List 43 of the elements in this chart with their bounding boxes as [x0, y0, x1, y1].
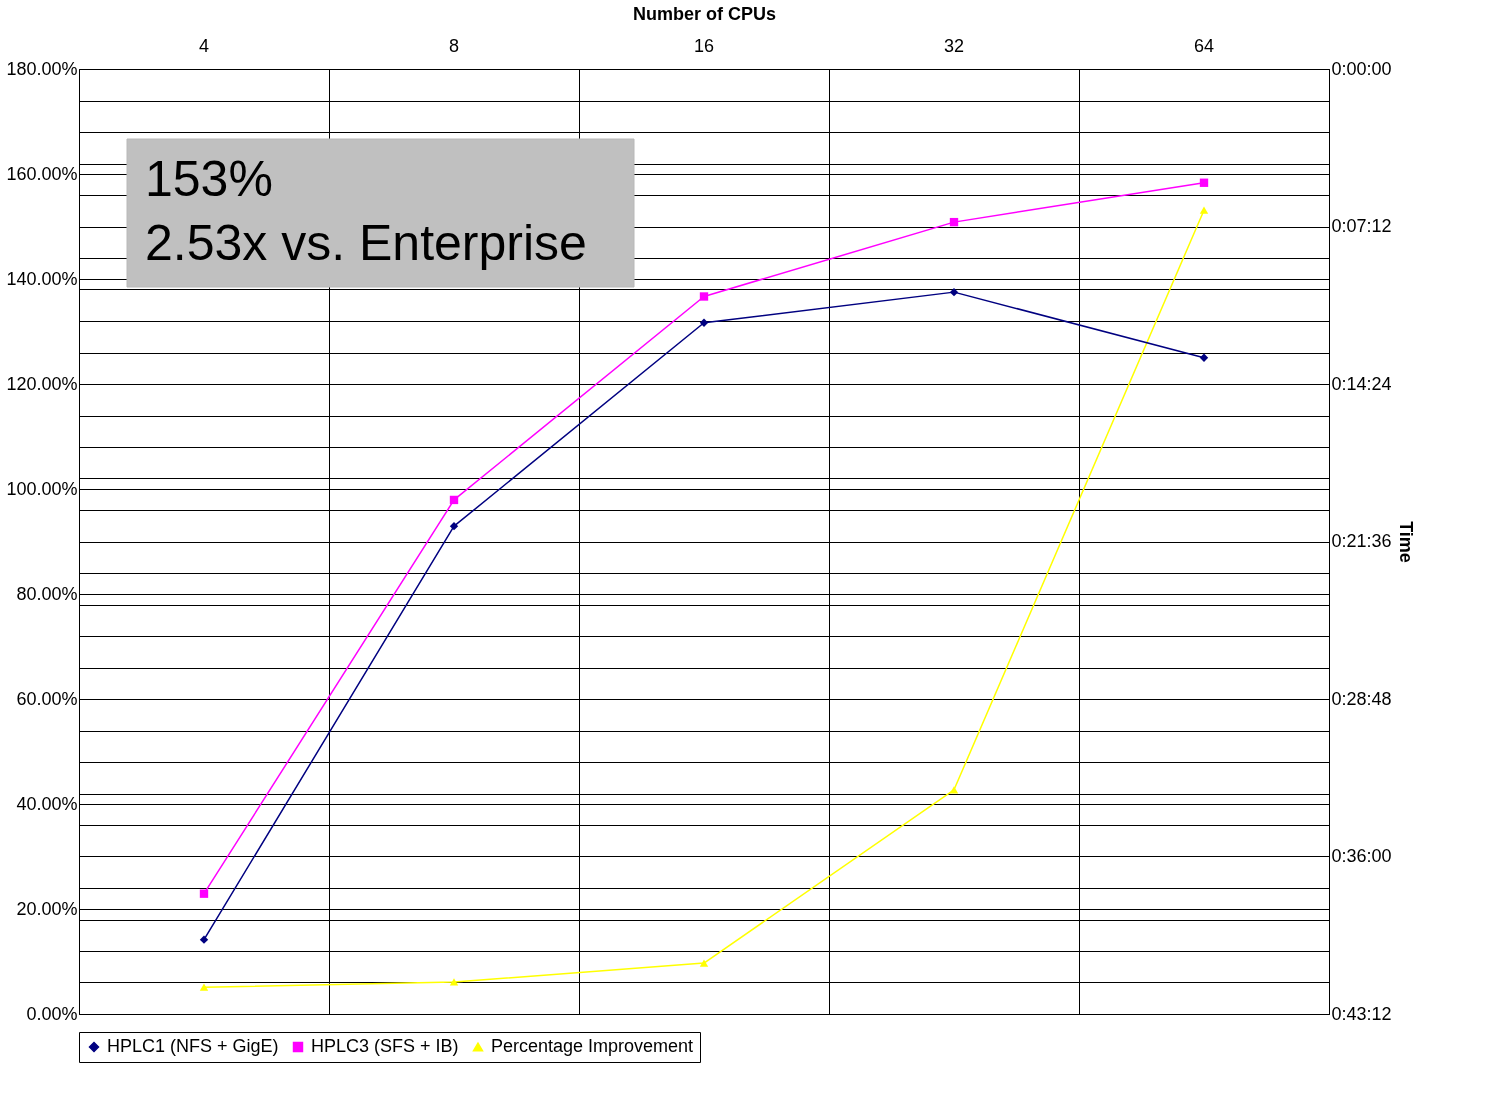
y2-tick-label: 0:21:36 — [1331, 531, 1392, 551]
y-tick-label: 0.00% — [26, 1003, 78, 1024]
y2-axis-title: Time — [1395, 521, 1416, 563]
point — [1199, 178, 1209, 187]
x-tick-label: 16 — [693, 35, 715, 56]
y-tick-label: 80.00% — [16, 583, 78, 604]
legend-label: HPLC3 (SFS + IB) — [311, 1036, 459, 1056]
point — [1199, 353, 1209, 362]
legend-label: Percentage Improvement — [491, 1036, 694, 1056]
point — [699, 959, 709, 967]
point — [199, 983, 209, 991]
point — [1199, 206, 1209, 214]
x-tick-label: 4 — [198, 35, 210, 56]
y2-tick-label: 0:00:00 — [1331, 58, 1392, 79]
y-tick-label: 60.00% — [16, 688, 78, 709]
y-tick-label: 20.00% — [16, 898, 78, 919]
point — [199, 935, 209, 944]
y-tick-label: 160.00% — [6, 163, 78, 184]
point — [199, 889, 209, 898]
x-tick-label: 64 — [1193, 35, 1215, 56]
annotation: 2.53x vs. Enterprise — [145, 215, 587, 271]
x-tick-label: 32 — [943, 35, 965, 56]
point — [949, 217, 959, 227]
point — [449, 495, 459, 505]
y-tick-label: 100.00% — [6, 478, 78, 499]
y-tick-label: 140.00% — [6, 268, 78, 289]
y-tick-label: 180.00% — [6, 58, 78, 79]
point — [449, 978, 459, 986]
y2-tick-label: 0:07:12 — [1331, 216, 1392, 236]
y-tick-label: 120.00% — [6, 373, 78, 394]
y2-tick-label: 0:28:48 — [1331, 688, 1392, 709]
y2-tick-label: 0:14:24 — [1331, 373, 1392, 394]
annotation: 153% — [145, 151, 273, 207]
legend-label: HPLC1 (NFS + GigE) — [107, 1036, 279, 1056]
x-axis-title: Number of CPUs — [632, 3, 777, 24]
point — [699, 292, 709, 301]
y-tick-label: 40.00% — [16, 793, 78, 814]
point — [949, 287, 959, 297]
x-tick-label: 8 — [448, 35, 460, 56]
point — [449, 522, 459, 531]
y2-tick-label: 0:36:00 — [1331, 846, 1392, 866]
point — [699, 318, 709, 327]
y2-tick-label: 0:43:12 — [1331, 1003, 1392, 1024]
